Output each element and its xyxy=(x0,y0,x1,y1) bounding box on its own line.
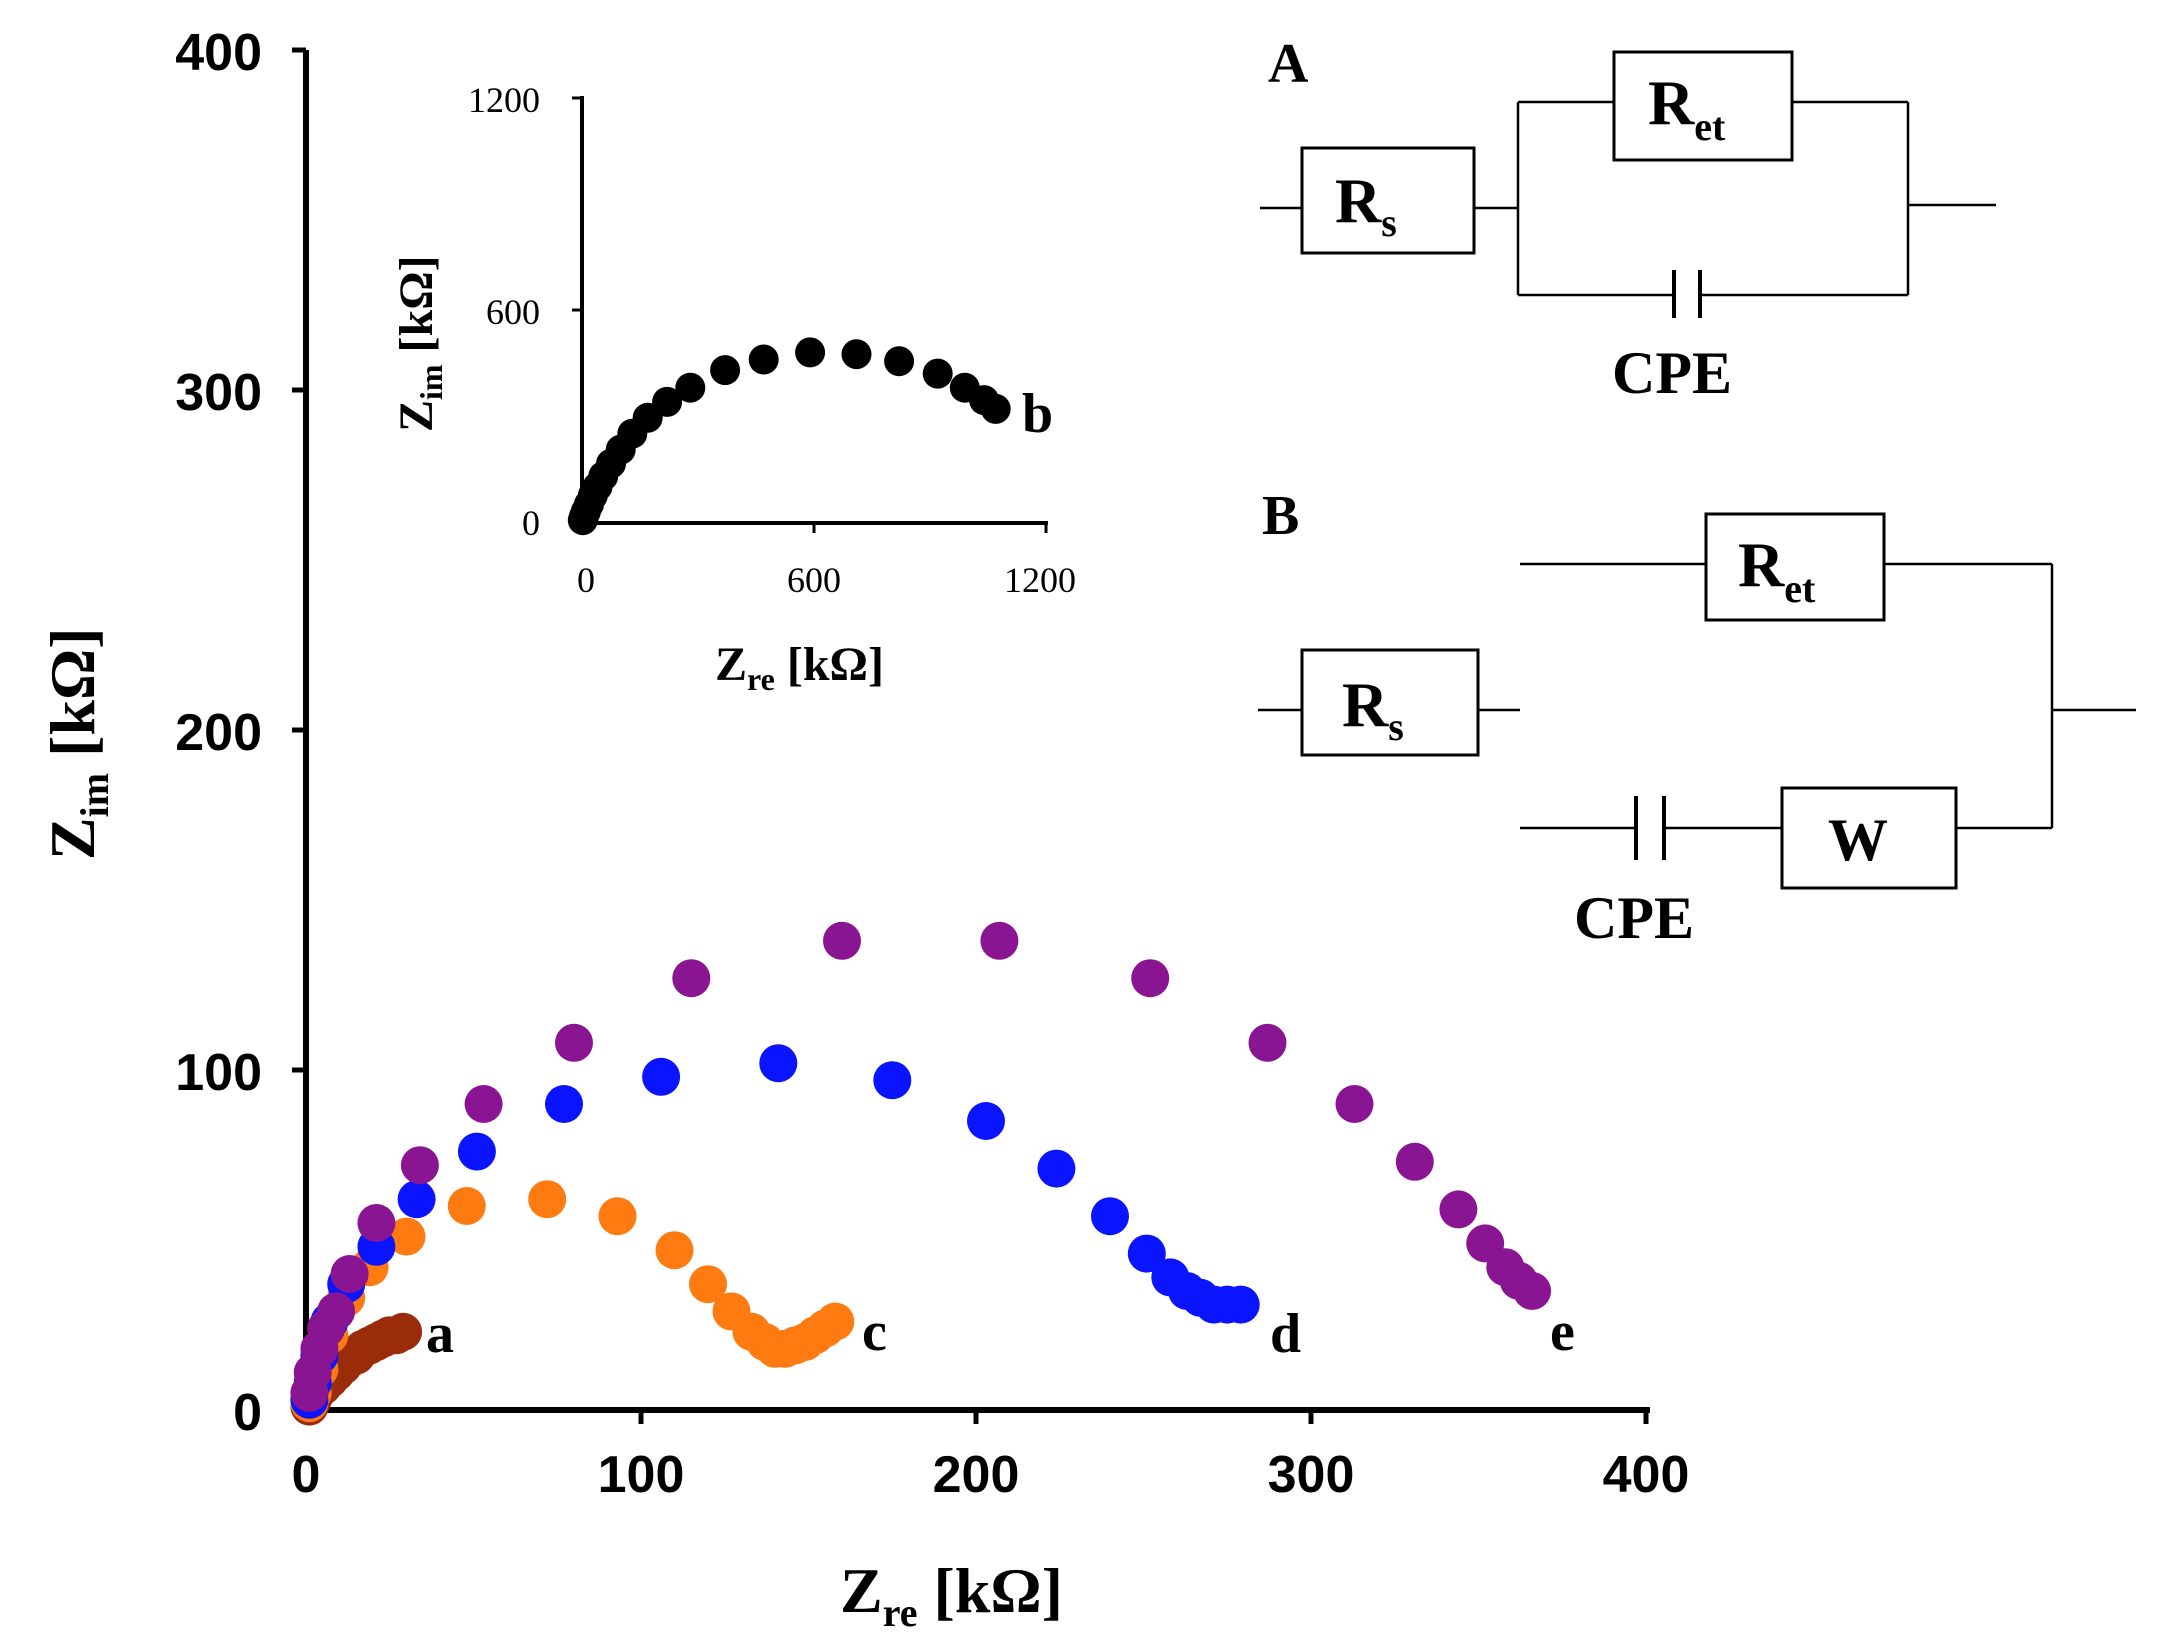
data-point-e xyxy=(317,1292,356,1331)
x-tick-label: 300 xyxy=(1268,1446,1355,1504)
data-point-c xyxy=(816,1302,855,1341)
data-point-e xyxy=(980,921,1019,960)
data-point-b xyxy=(884,346,915,377)
data-point-d xyxy=(873,1061,912,1100)
data-point-e xyxy=(330,1255,369,1293)
circuit-a-ret-resistor xyxy=(1612,50,1794,162)
data-point-e xyxy=(357,1204,396,1242)
data-point-c xyxy=(655,1231,694,1270)
inset-x-tick-label: 0 xyxy=(577,560,595,600)
inset-x-tick-label: 1200 xyxy=(1004,560,1076,600)
circuit-a-ret-label: Ret xyxy=(1648,67,1726,149)
circuit-b: B Rs Ret W CPE xyxy=(1258,485,2136,951)
main-data-points xyxy=(290,921,1552,1426)
y-tick-label: 400 xyxy=(175,24,262,82)
data-point-d xyxy=(1091,1197,1129,1236)
data-point-d xyxy=(545,1085,583,1123)
circuit-a: A Rs Ret CPE xyxy=(1260,33,1996,406)
circuit-a-rs-resistor xyxy=(1300,146,1476,255)
circuit-b-ret-resistor xyxy=(1704,512,1886,622)
series-label-d: d xyxy=(1270,1303,1301,1365)
series-label-e: e xyxy=(1550,1301,1575,1363)
x-tick-label: 100 xyxy=(598,1446,685,1504)
data-point-b xyxy=(841,339,872,370)
data-point-b xyxy=(748,344,779,375)
data-point-d xyxy=(1037,1149,1076,1188)
inset-axes: 1200 600 0 0 600 1200 Zre [kΩ] Zim[kΩ] xyxy=(390,80,1076,697)
y-tick-label: 100 xyxy=(175,1044,262,1102)
x-tick-label: 200 xyxy=(933,1446,1020,1504)
data-point-e xyxy=(1248,1023,1287,1062)
circuit-b-label: B xyxy=(1262,485,1299,547)
data-point-d xyxy=(967,1102,1005,1140)
data-point-a xyxy=(384,1312,423,1351)
circuit-a-rs-label: Rs xyxy=(1335,165,1397,245)
data-point-b xyxy=(980,393,1011,424)
circuit-b-ret-label: Ret xyxy=(1738,529,1816,611)
inset-y-axis-title: Zim[kΩ] xyxy=(390,255,449,432)
inset-y-tick-label: 1200 xyxy=(468,80,540,120)
data-point-d xyxy=(457,1132,496,1171)
main-x-axis-title: Zre [kΩ] xyxy=(840,1555,1063,1635)
series-label-a: a xyxy=(426,1303,454,1365)
y-tick-label: 300 xyxy=(175,364,262,422)
data-point-e xyxy=(1335,1085,1374,1123)
inset-x-tick-label: 600 xyxy=(787,560,841,600)
data-point-b xyxy=(922,358,953,389)
circuit-b-cpe-label: CPE xyxy=(1574,885,1694,951)
data-point-d xyxy=(397,1180,436,1219)
data-point-d xyxy=(1127,1234,1166,1273)
data-point-d xyxy=(759,1044,798,1083)
inset-data-points xyxy=(567,337,1011,536)
inset-x-axis-title: Zre [kΩ] xyxy=(715,638,884,697)
x-tick-label: 400 xyxy=(1603,1446,1690,1504)
data-point-d xyxy=(1221,1285,1260,1324)
data-point-e xyxy=(464,1085,503,1123)
x-tick-label: 0 xyxy=(292,1446,321,1504)
circuit-b-w-label: W xyxy=(1828,807,1888,873)
data-point-b xyxy=(795,337,826,368)
main-axes: 400 300 200 100 0 0 100 200 300 400 Zre[… xyxy=(37,24,1689,1635)
data-point-e xyxy=(1131,959,1170,998)
data-point-b xyxy=(710,355,741,386)
data-point-e xyxy=(1513,1272,1552,1310)
inset-y-tick-label: 600 xyxy=(486,292,540,332)
data-point-c xyxy=(447,1187,486,1225)
main-y-axis-title: Zim[kΩ] xyxy=(37,627,117,860)
data-point-e xyxy=(1439,1190,1478,1229)
circuit-b-rs-resistor xyxy=(1300,648,1480,757)
data-point-c xyxy=(689,1265,727,1304)
data-point-e xyxy=(823,921,861,960)
data-point-c xyxy=(528,1180,567,1219)
circuit-a-label: A xyxy=(1268,33,1309,95)
data-point-b xyxy=(675,372,706,403)
series-label-c: c xyxy=(862,1301,887,1363)
series-label-b: b xyxy=(1022,383,1053,445)
data-point-c xyxy=(387,1217,426,1256)
data-point-c xyxy=(598,1197,637,1236)
inset-y-tick-label: 0 xyxy=(522,503,540,543)
y-tick-label: 200 xyxy=(175,704,262,762)
circuit-b-warburg-element xyxy=(1780,786,1958,890)
data-point-e xyxy=(555,1023,593,1062)
circuit-a-cpe-label: CPE xyxy=(1612,340,1732,406)
y-tick-label: 0 xyxy=(233,1384,262,1442)
circuit-b-rs-label: Rs xyxy=(1342,669,1404,749)
data-point-d xyxy=(642,1057,681,1096)
data-point-e xyxy=(672,959,711,998)
data-point-e xyxy=(400,1146,439,1185)
data-point-b xyxy=(652,386,683,417)
data-point-e xyxy=(1395,1142,1434,1181)
